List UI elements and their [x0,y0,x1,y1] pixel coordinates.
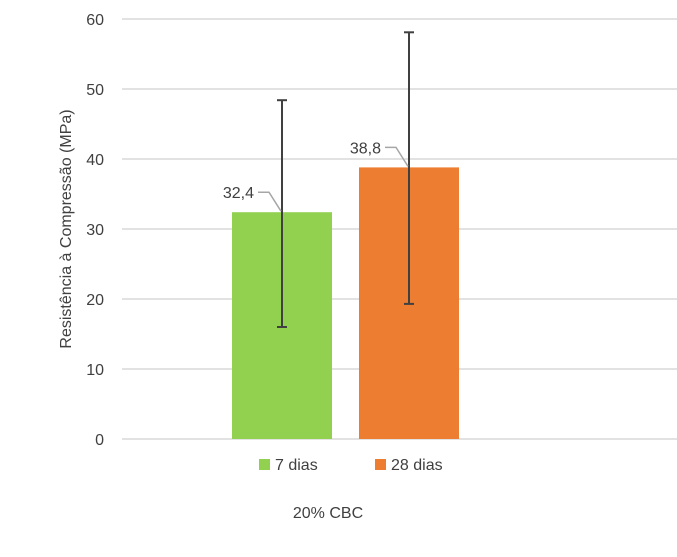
legend-label-7-dias: 7 dias [275,457,318,474]
data-label: 38,8 [350,140,381,157]
y-tick-label: 40 [86,152,104,169]
y-tick-label: 30 [86,222,104,239]
legend: 7 dias 28 dias [259,457,443,474]
data-label-leader [258,191,282,212]
data-label-leader [385,146,409,167]
legend-swatch-28-dias [375,459,386,470]
y-tick-label: 60 [86,12,104,29]
y-axis-label: Resistência à Compressão (MPa) [58,109,75,348]
y-tick-label: 20 [86,292,104,309]
y-tick-label: 10 [86,362,104,379]
y-tick-labels: 0 10 20 30 40 50 60 [86,12,104,449]
bars: 32,4 38,8 [223,31,459,439]
legend-label-28-dias: 28 dias [391,457,443,474]
data-label: 32,4 [223,185,254,202]
x-axis-label: 20% CBC [293,505,363,522]
y-tick-label: 0 [95,432,104,449]
y-tick-label: 50 [86,82,104,99]
legend-swatch-7-dias [259,459,270,470]
